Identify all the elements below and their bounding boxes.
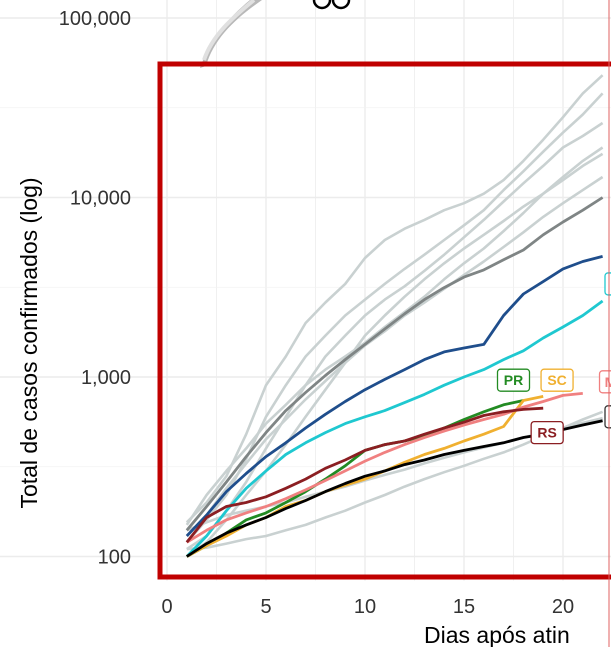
cyan-series-line [185, 299, 604, 558]
top-cutoff-text-fragment [312, 0, 351, 10]
context-series-line [186, 152, 604, 558]
y-axis-ticks: 100 1,000 10,000 100,000 [59, 8, 131, 569]
series-labels-group: PR SC M RS [496, 272, 611, 445]
series-label-cut-cyan [604, 272, 611, 296]
x-tick-label: 15 [453, 596, 475, 618]
rs-series-line [185, 406, 544, 544]
y-tick-label: 100,000 [59, 8, 131, 30]
x-tick-label: 10 [354, 596, 376, 618]
series-label-rs: RS [530, 420, 564, 445]
series-label-text: SC [547, 372, 566, 388]
context-series-line [185, 175, 604, 537]
x-tick-label: 0 [161, 596, 172, 618]
x-tick-label: 5 [260, 596, 271, 618]
y-axis-label: Total de casos confirmados (log) [16, 177, 42, 508]
series-label-cut-black [604, 405, 611, 429]
navy-series-line [185, 255, 603, 537]
y-tick-label: 1,000 [81, 367, 131, 389]
context-series-line [185, 74, 604, 524]
pr-series-line [186, 399, 524, 558]
gray-series-line [185, 196, 604, 532]
highlight-box [157, 61, 611, 580]
x-axis-ticks: 0 5 10 15 20 [161, 596, 574, 618]
x-axis-label: Dias após atin [424, 622, 570, 647]
x-tick-label: 20 [552, 596, 574, 618]
highlighted-series-group [185, 196, 604, 558]
y-tick-label: 10,000 [70, 188, 131, 210]
y-tick-label: 100 [98, 547, 131, 569]
series-label-pr: PR [496, 368, 531, 392]
series-label-text: M [605, 374, 611, 390]
grid [0, 0, 611, 581]
decorative-swoosh [200, 0, 262, 68]
series-label-sc: SC [540, 368, 574, 392]
series-label-text: PR [504, 372, 523, 388]
context-series-line [185, 146, 604, 526]
series-label-text: RS [537, 425, 556, 441]
